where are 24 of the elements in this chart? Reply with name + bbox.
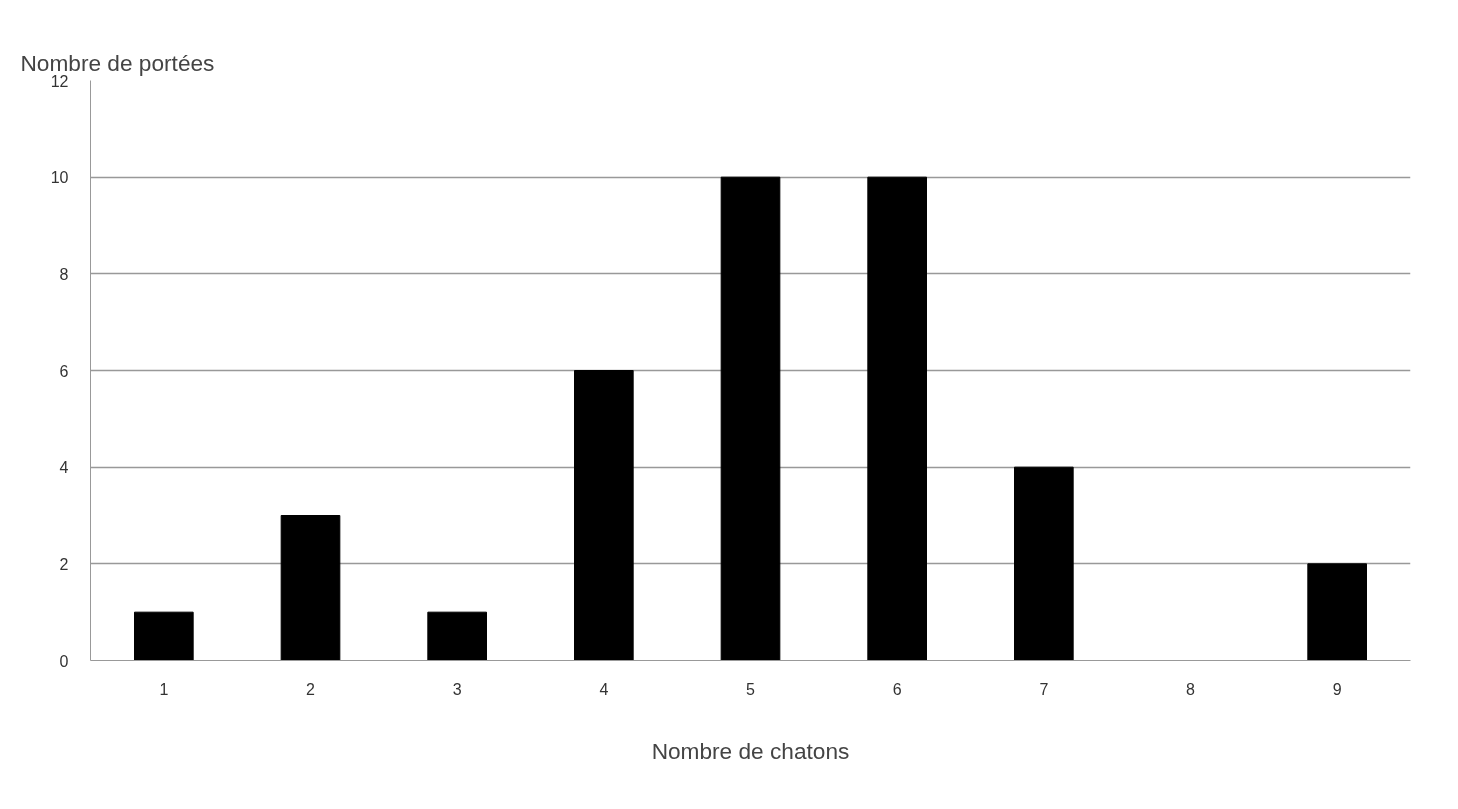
y-tick-label: 8 [59, 265, 69, 283]
bar [134, 611, 194, 661]
x-tick-label: 6 [892, 680, 902, 698]
x-tick-label: 9 [1332, 680, 1342, 698]
bar [720, 176, 781, 661]
x-tick-label: 8 [1186, 680, 1196, 698]
bar [1014, 466, 1074, 661]
bar [280, 515, 341, 661]
y-tick-label: 6 [59, 362, 69, 380]
x-axis-title: Nombre de chatons [651, 737, 850, 764]
y-tick-label: 4 [59, 459, 69, 477]
y-tick-label: 0 [59, 652, 69, 670]
bar [427, 611, 487, 661]
x-tick-label: 7 [1039, 680, 1049, 698]
x-tick-label: 1 [159, 680, 169, 698]
bar [1307, 563, 1367, 661]
y-tick-label: 2 [59, 555, 69, 573]
x-tick-label: 2 [306, 680, 316, 698]
y-tick-label: 10 [50, 169, 69, 187]
x-tick-label: 3 [452, 680, 462, 698]
bar [867, 176, 927, 661]
x-tick-label: 4 [599, 680, 609, 698]
x-tick-label: 5 [746, 680, 756, 698]
bar [574, 370, 634, 661]
